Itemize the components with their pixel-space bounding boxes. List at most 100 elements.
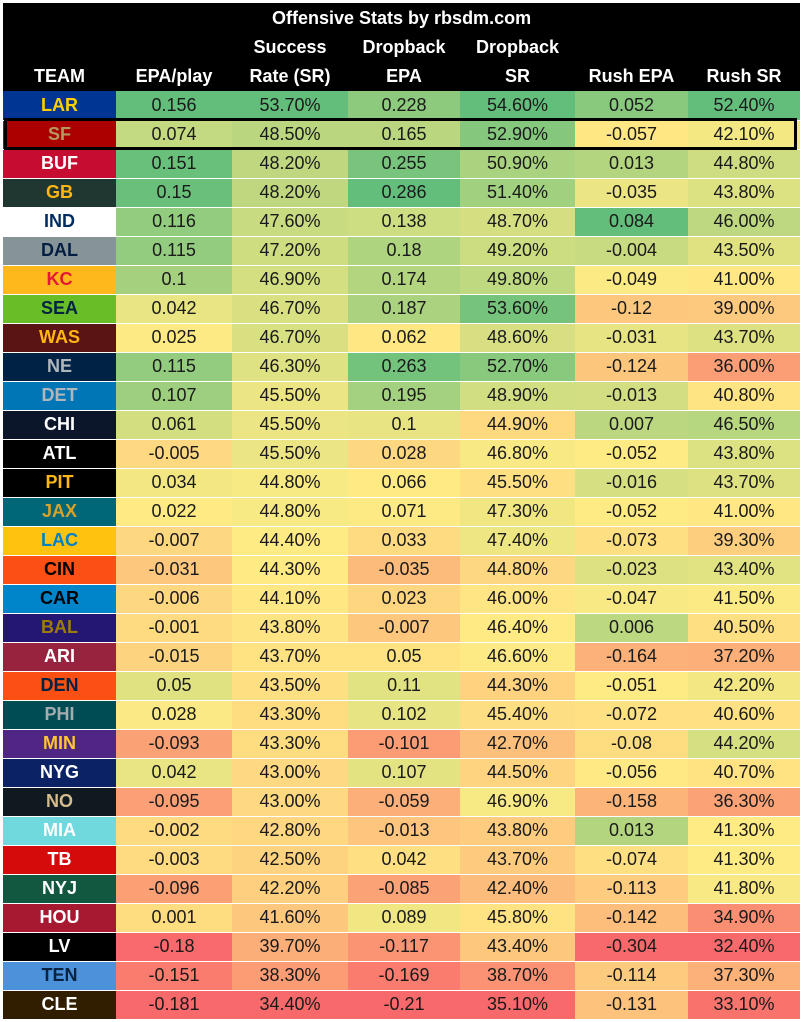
cell-epa: -0.015 (116, 642, 232, 672)
cell-epa: 0.061 (116, 410, 232, 440)
table-body: LAR 0.156 53.70% 0.228 54.60% 0.052 52.40% SF 0.… (3, 91, 801, 1020)
cell-rush-epa: -0.158 (575, 787, 688, 817)
cell-db-sr: 49.80% (460, 265, 575, 295)
cell-db-sr: 50.90% (460, 149, 575, 179)
cell-db-epa: -0.21 (348, 990, 460, 1020)
team-cell: CAR (3, 584, 116, 614)
team-cell: WAS (3, 323, 116, 353)
cell-epa: 0.05 (116, 671, 232, 701)
team-cell: NE (3, 352, 116, 382)
cell-epa: -0.031 (116, 555, 232, 585)
cell-db-sr: 44.50% (460, 758, 575, 788)
cell-epa: 0.1 (116, 265, 232, 295)
team-cell: DET (3, 381, 116, 411)
team-cell: TEN (3, 961, 116, 991)
cell-sr: 46.70% (232, 323, 348, 353)
cell-db-sr: 44.90% (460, 410, 575, 440)
cell-db-sr: 47.40% (460, 526, 575, 556)
cell-db-epa: 0.071 (348, 497, 460, 527)
header-rush_epa-line1 (575, 33, 688, 61)
cell-rush-epa: -0.131 (575, 990, 688, 1020)
cell-rush-sr: 37.20% (688, 642, 801, 672)
cell-rush-sr: 34.90% (688, 903, 801, 933)
cell-rush-epa: -0.114 (575, 961, 688, 991)
cell-sr: 47.20% (232, 236, 348, 266)
cell-epa: 0.151 (116, 149, 232, 179)
cell-db-epa: -0.117 (348, 932, 460, 962)
team-cell: TB (3, 845, 116, 875)
cell-rush-epa: -0.164 (575, 642, 688, 672)
cell-rush-epa: -0.052 (575, 497, 688, 527)
cell-sr: 43.80% (232, 613, 348, 643)
team-cell: NO (3, 787, 116, 817)
table-row: JAX 0.022 44.80% 0.071 47.30% -0.052 41.00% (3, 497, 801, 527)
header-rush_sr-line1 (688, 33, 801, 61)
table-row: MIA -0.002 42.80% -0.013 43.80% 0.013 41.30% (3, 816, 801, 846)
cell-sr: 38.30% (232, 961, 348, 991)
cell-db-sr: 46.00% (460, 584, 575, 614)
cell-sr: 44.80% (232, 468, 348, 498)
cell-db-epa: 0.062 (348, 323, 460, 353)
table-row: HOU 0.001 41.60% 0.089 45.80% -0.142 34.90% (3, 903, 801, 933)
header-db_sr-line1: Dropback (460, 33, 575, 61)
table-row: CHI 0.061 45.50% 0.1 44.90% 0.007 46.50% (3, 410, 801, 440)
table-row: CLE -0.181 34.40% -0.21 35.10% -0.131 33.10% (3, 990, 801, 1020)
table-row: NYG 0.042 43.00% 0.107 44.50% -0.056 40.70% (3, 758, 801, 788)
cell-epa: -0.007 (116, 526, 232, 556)
cell-epa: -0.181 (116, 990, 232, 1020)
cell-db-sr: 45.50% (460, 468, 575, 498)
table-row: GB 0.15 48.20% 0.286 51.40% -0.035 43.80% (3, 178, 801, 208)
cell-rush-sr: 40.50% (688, 613, 801, 643)
table-row: SF 0.074 48.50% 0.165 52.90% -0.057 42.10% (3, 120, 801, 150)
cell-rush-sr: 32.40% (688, 932, 801, 962)
cell-sr: 48.20% (232, 178, 348, 208)
cell-rush-epa: -0.031 (575, 323, 688, 353)
cell-rush-epa: 0.052 (575, 91, 688, 121)
cell-epa: 0.107 (116, 381, 232, 411)
header-row-2: TEAM EPA/play Rate (SR) EPA SR Rush EPA Rush S… (3, 61, 801, 91)
header-db_epa-line2: EPA (348, 61, 460, 91)
table-row: WAS 0.025 46.70% 0.062 48.60% -0.031 43.70% (3, 323, 801, 353)
team-cell: PHI (3, 700, 116, 730)
cell-rush-epa: -0.051 (575, 671, 688, 701)
cell-sr: 53.70% (232, 91, 348, 121)
cell-rush-sr: 42.10% (688, 120, 801, 150)
cell-rush-sr: 37.30% (688, 961, 801, 991)
cell-db-sr: 38.70% (460, 961, 575, 991)
team-cell: GB (3, 178, 116, 208)
cell-epa: -0.093 (116, 729, 232, 759)
cell-rush-epa: -0.047 (575, 584, 688, 614)
cell-rush-sr: 41.00% (688, 497, 801, 527)
team-cell: PIT (3, 468, 116, 498)
table-row: NO -0.095 43.00% -0.059 46.90% -0.158 36.30% (3, 787, 801, 817)
cell-db-sr: 46.40% (460, 613, 575, 643)
cell-db-sr: 53.60% (460, 294, 575, 324)
cell-sr: 46.90% (232, 265, 348, 295)
cell-rush-sr: 43.80% (688, 439, 801, 469)
cell-rush-sr: 41.30% (688, 845, 801, 875)
cell-sr: 45.50% (232, 439, 348, 469)
cell-rush-epa: -0.056 (575, 758, 688, 788)
cell-epa: -0.003 (116, 845, 232, 875)
cell-sr: 47.60% (232, 207, 348, 237)
team-cell: LAR (3, 91, 116, 121)
cell-rush-sr: 40.70% (688, 758, 801, 788)
table-row: BUF 0.151 48.20% 0.255 50.90% 0.013 44.80% (3, 149, 801, 179)
cell-db-sr: 46.60% (460, 642, 575, 672)
offensive-stats-table: Offensive Stats by rbsdm.com Success Drop… (3, 3, 801, 1020)
cell-sr: 44.80% (232, 497, 348, 527)
table-row: NYJ -0.096 42.20% -0.085 42.40% -0.113 41.80% (3, 874, 801, 904)
header-epa-line1 (116, 33, 232, 61)
cell-epa: -0.006 (116, 584, 232, 614)
cell-db-sr: 42.40% (460, 874, 575, 904)
table-row: DEN 0.05 43.50% 0.11 44.30% -0.051 42.20% (3, 671, 801, 701)
header-db_sr-line2: SR (460, 61, 575, 91)
cell-db-epa: 0.102 (348, 700, 460, 730)
table-row: SEA 0.042 46.70% 0.187 53.60% -0.12 39.00% (3, 294, 801, 324)
cell-rush-epa: 0.013 (575, 149, 688, 179)
table-row: BAL -0.001 43.80% -0.007 46.40% 0.006 40.50% (3, 613, 801, 643)
cell-rush-sr: 33.10% (688, 990, 801, 1020)
cell-db-sr: 43.80% (460, 816, 575, 846)
cell-db-epa: 0.1 (348, 410, 460, 440)
team-cell: HOU (3, 903, 116, 933)
